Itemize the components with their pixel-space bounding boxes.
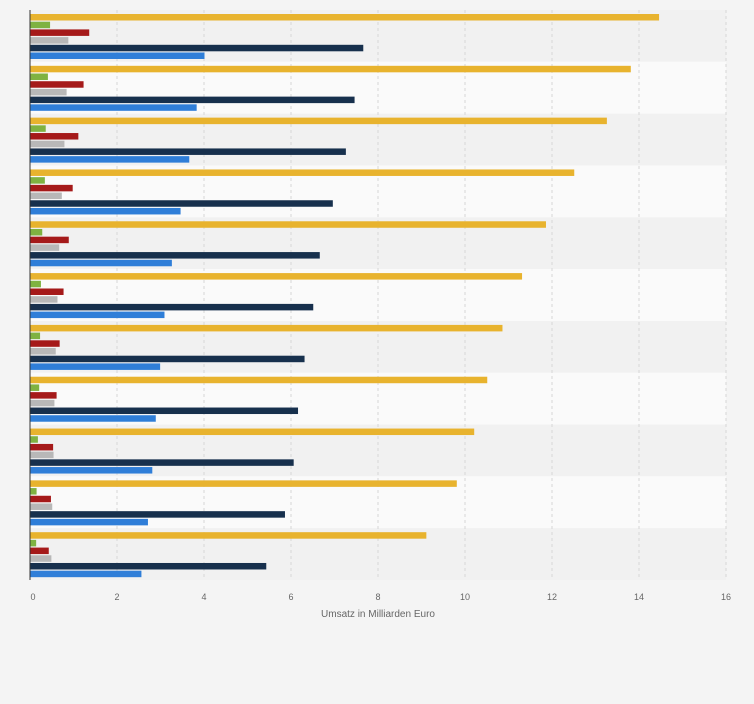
bar	[30, 221, 546, 228]
bar	[30, 332, 41, 340]
bar	[30, 511, 285, 518]
bar	[30, 29, 90, 36]
bar	[30, 495, 51, 503]
bar	[30, 518, 148, 526]
bar	[30, 392, 57, 399]
x-tick-label: 0	[30, 592, 35, 602]
bar	[30, 459, 294, 466]
bar	[30, 207, 181, 215]
bar	[30, 399, 55, 407]
bar	[30, 228, 43, 236]
bar	[30, 184, 73, 192]
bar	[30, 236, 69, 244]
bar	[30, 88, 67, 96]
bar	[30, 451, 54, 459]
bar	[30, 156, 190, 163]
bar	[30, 539, 37, 547]
x-tick-label: 10	[460, 592, 470, 602]
bar	[30, 117, 607, 125]
bar	[30, 21, 51, 29]
bar	[30, 192, 62, 200]
bar	[30, 140, 65, 148]
bar	[30, 503, 53, 510]
bar	[30, 65, 631, 73]
bar	[30, 562, 267, 570]
bar	[30, 104, 197, 111]
bar	[30, 273, 523, 280]
bar	[30, 436, 38, 443]
x-tick-label: 8	[375, 592, 380, 602]
bar	[30, 303, 314, 311]
bar	[30, 133, 79, 140]
bar	[30, 488, 37, 495]
bar	[30, 428, 475, 436]
bar	[30, 14, 660, 21]
bar	[30, 355, 305, 363]
bar	[30, 169, 575, 176]
bar	[30, 443, 54, 451]
x-axis-title: Umsatz in Milliarden Euro	[321, 609, 435, 620]
bar	[30, 570, 142, 578]
bar	[30, 73, 48, 81]
bar	[30, 376, 488, 384]
bar	[30, 125, 46, 132]
x-tick-label: 6	[288, 592, 293, 602]
x-tick-label: 4	[201, 592, 206, 602]
bar	[30, 148, 346, 155]
bar	[30, 467, 153, 474]
bar	[30, 280, 41, 288]
bar	[30, 81, 84, 88]
bar	[30, 296, 58, 303]
bar	[30, 384, 40, 391]
bar	[30, 311, 165, 319]
bar	[30, 96, 355, 104]
x-tick-label: 2	[114, 592, 119, 602]
bar	[30, 363, 161, 370]
bar	[30, 407, 299, 415]
bar	[30, 480, 457, 487]
x-tick-label: 14	[634, 592, 644, 602]
bar	[30, 555, 52, 562]
bar	[30, 44, 364, 52]
bar	[30, 324, 503, 332]
bar	[30, 288, 64, 295]
x-tick-label: 12	[547, 592, 557, 602]
bar	[30, 177, 45, 184]
bar	[30, 259, 172, 267]
x-tick-label: 16	[721, 592, 731, 602]
bar	[30, 415, 156, 422]
bar	[30, 532, 427, 539]
bar	[30, 37, 69, 44]
bar	[30, 547, 49, 555]
bar	[30, 52, 205, 59]
bar	[30, 340, 60, 347]
bar	[30, 252, 320, 259]
bar	[30, 348, 56, 355]
bar	[30, 200, 333, 207]
bar	[30, 244, 60, 251]
